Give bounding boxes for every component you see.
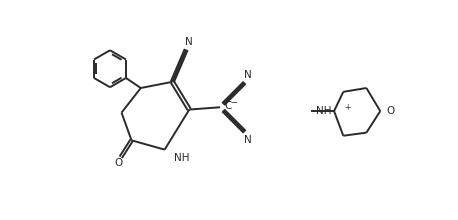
Text: O: O [387, 106, 395, 116]
Text: N: N [185, 37, 192, 47]
Text: NH: NH [174, 153, 190, 163]
Text: C: C [225, 101, 232, 111]
Text: NH: NH [316, 106, 332, 116]
Text: −: − [230, 98, 237, 107]
Text: N: N [244, 70, 252, 80]
Text: +: + [344, 103, 350, 112]
Text: N: N [244, 135, 252, 145]
Text: O: O [114, 158, 123, 169]
